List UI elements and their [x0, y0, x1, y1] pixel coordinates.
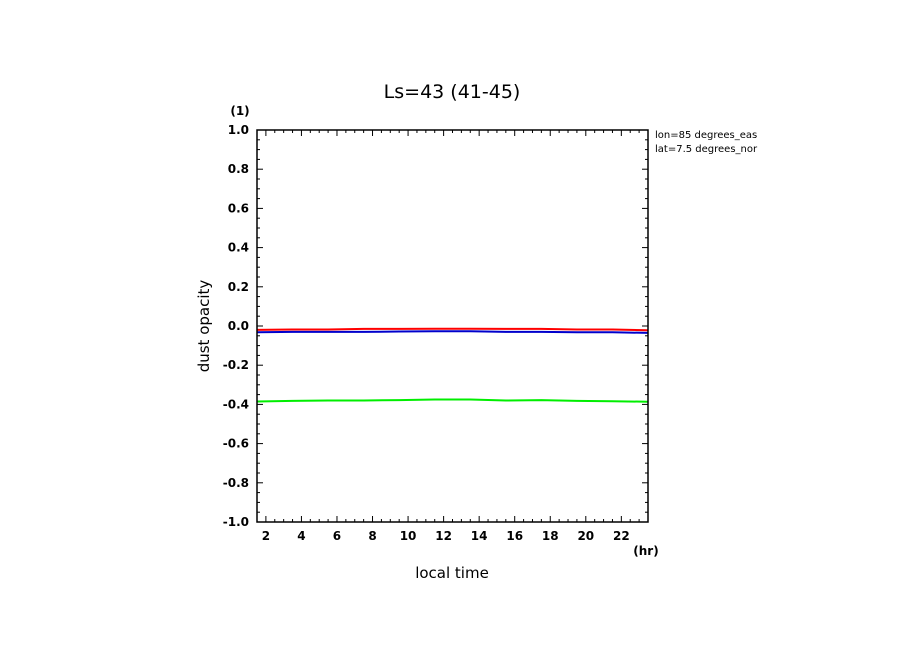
- y-tick-label: -0.8: [223, 476, 249, 490]
- series-line-2: [256, 330, 649, 334]
- y-tick-label: 0.0: [228, 319, 249, 333]
- y-tick-label: -0.2: [223, 358, 249, 372]
- x-tick-label: 18: [542, 529, 559, 543]
- x-tick-label: 6: [333, 529, 341, 543]
- y-tick-label: -0.6: [223, 437, 249, 451]
- y-tick-label: 1.0: [228, 123, 249, 137]
- x-tick-label: 14: [471, 529, 488, 543]
- y-axis-label: dust opacity: [195, 280, 213, 373]
- x-tick-label: 12: [435, 529, 452, 543]
- y-tick-label: 0.6: [228, 201, 249, 215]
- y-tick-label: 0.4: [228, 241, 249, 255]
- y-unit-label: (1): [230, 104, 249, 118]
- y-tick-label: 0.8: [228, 162, 249, 176]
- series-lines: [256, 327, 649, 403]
- chart-title: Ls=43 (41-45): [384, 81, 521, 103]
- x-tick-label: 10: [400, 529, 417, 543]
- series-line-1: [256, 327, 649, 332]
- x-tick-label: 16: [506, 529, 523, 543]
- x-tick-label: 2: [262, 529, 270, 543]
- plot-frame: [256, 129, 649, 523]
- x-tick-label: 8: [368, 529, 376, 543]
- y-tick-label: -0.4: [223, 397, 249, 411]
- lat-annotation: lat=7.5 degrees_nor: [655, 144, 758, 155]
- y-tick-label: -1.0: [223, 515, 249, 529]
- axis-ticks: [256, 129, 649, 523]
- tick-labels: 1.0 0.8 0.6 0.4 0.2 0.0 -0.2 -0.4 -0.6 -0.8 -1.0 2 4…: [223, 123, 630, 543]
- y-tick-label: 0.2: [228, 280, 249, 294]
- series-line-3: [256, 398, 649, 403]
- x-tick-label: 22: [613, 529, 630, 543]
- x-tick-label: 4: [297, 529, 305, 543]
- x-unit-label: (hr): [633, 544, 658, 558]
- lon-annotation: lon=85 degrees_eas: [655, 130, 757, 141]
- x-tick-label: 20: [577, 529, 594, 543]
- x-axis-label: local time: [415, 564, 489, 582]
